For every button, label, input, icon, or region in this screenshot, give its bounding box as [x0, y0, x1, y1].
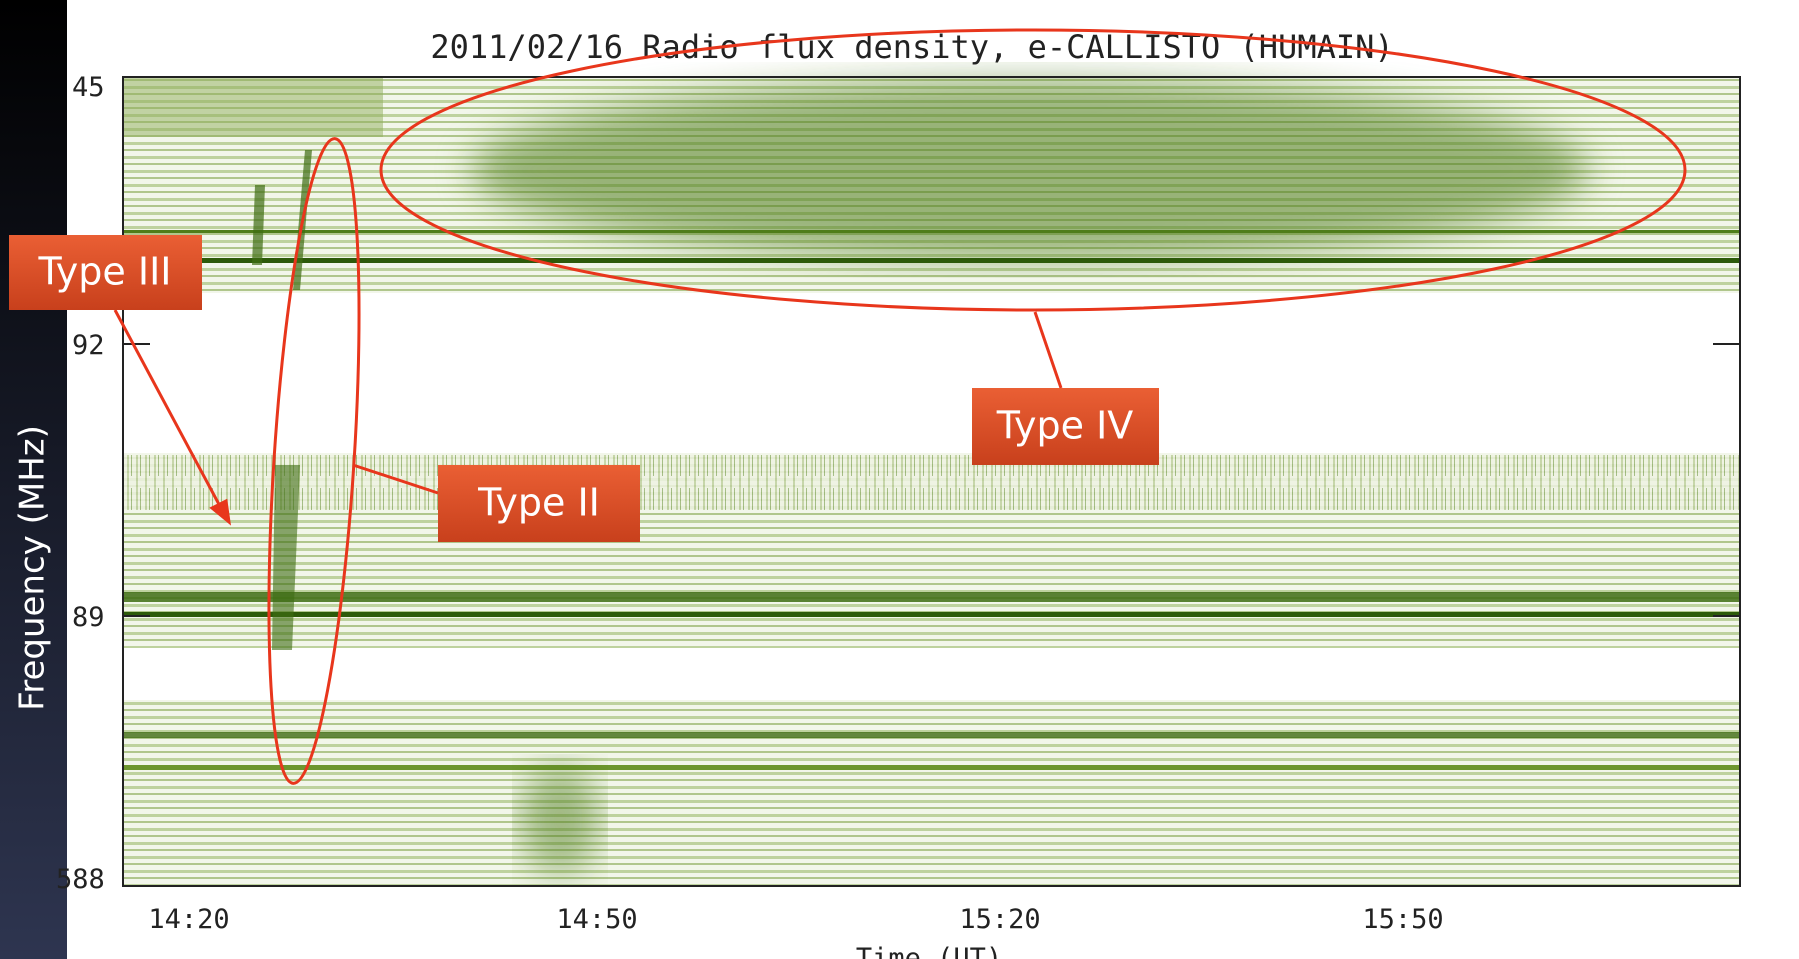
spectrogram	[122, 76, 1741, 887]
tag-box	[972, 388, 1159, 465]
band	[123, 230, 1740, 233]
x-tick-label: 15:50	[1362, 904, 1443, 935]
leader	[113, 309, 224, 511]
band	[123, 732, 1740, 738]
annotation: Type IV	[996, 404, 1134, 448]
y-tick-label: 588	[56, 864, 105, 895]
ellipse	[267, 137, 361, 785]
band	[123, 765, 1740, 770]
ellipse	[379, 28, 1687, 312]
y-tick-label: 92	[72, 330, 105, 361]
band	[123, 700, 1740, 886]
annotation-shapes	[113, 28, 1687, 785]
annotation: Type II	[477, 481, 600, 525]
chart-title: 2011/02/16 Radio flux density, e-CALLIST…	[430, 28, 1393, 66]
annotation: Type III	[38, 250, 172, 294]
leader	[1033, 311, 1063, 389]
tag-box	[9, 235, 202, 310]
band	[123, 592, 1740, 602]
y-tick-label: 45	[72, 72, 105, 103]
y-axis-label: Frequency (MHz)	[13, 425, 53, 711]
burst	[470, 80, 1590, 260]
x-axis-label: Time (UT)	[856, 943, 1002, 959]
x-tick-label: 14:20	[148, 904, 229, 935]
band	[123, 612, 1740, 617]
sidebar	[0, 0, 67, 959]
burst	[520, 765, 600, 875]
plot-frame	[122, 76, 1741, 887]
x-tick-label: 15:20	[959, 904, 1040, 935]
x-tick-label: 14:50	[556, 904, 637, 935]
burst	[272, 465, 300, 650]
arrowhead	[209, 498, 232, 526]
band	[123, 77, 383, 137]
band	[123, 455, 1740, 510]
leader	[352, 463, 439, 495]
tag-box	[438, 465, 640, 542]
y-tick-label: 89	[72, 602, 105, 633]
band	[123, 258, 1740, 263]
